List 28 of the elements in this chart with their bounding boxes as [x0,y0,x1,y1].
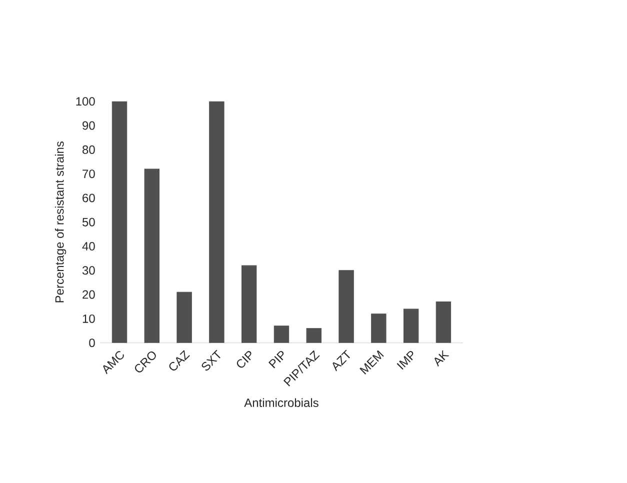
bar [306,328,322,343]
bar [403,308,419,343]
bar [436,302,452,343]
bar [209,101,224,343]
y-tick-label: 60 [82,194,95,202]
y-tick-label: 0 [89,338,95,348]
bar [241,265,257,343]
y-tick-label: 30 [82,266,95,275]
y-tick-label: 50 [82,218,95,226]
y-tick-label: 90 [82,121,95,130]
y-tick-label: 80 [82,145,95,154]
y-tick-label: 20 [82,290,95,299]
y-tick-label: 40 [82,242,95,251]
y-tick-label: 10 [82,314,95,323]
x-axis-title: Antimicrobials [244,398,318,408]
bar [112,101,128,343]
x-tick-label: AK [434,350,450,367]
y-tick-label: 70 [82,170,95,178]
x-tick-label: PIP [268,350,284,368]
y-tick-label: 100 [76,97,95,106]
bar [371,314,386,343]
bar [144,168,160,343]
bar [274,326,290,343]
x-tick-label: CIP [236,351,252,368]
x-tick-label: IMP [396,350,414,370]
y-axis-title: Percentage of resistant strains [54,142,66,302]
bar [176,292,192,343]
bar [338,270,354,343]
